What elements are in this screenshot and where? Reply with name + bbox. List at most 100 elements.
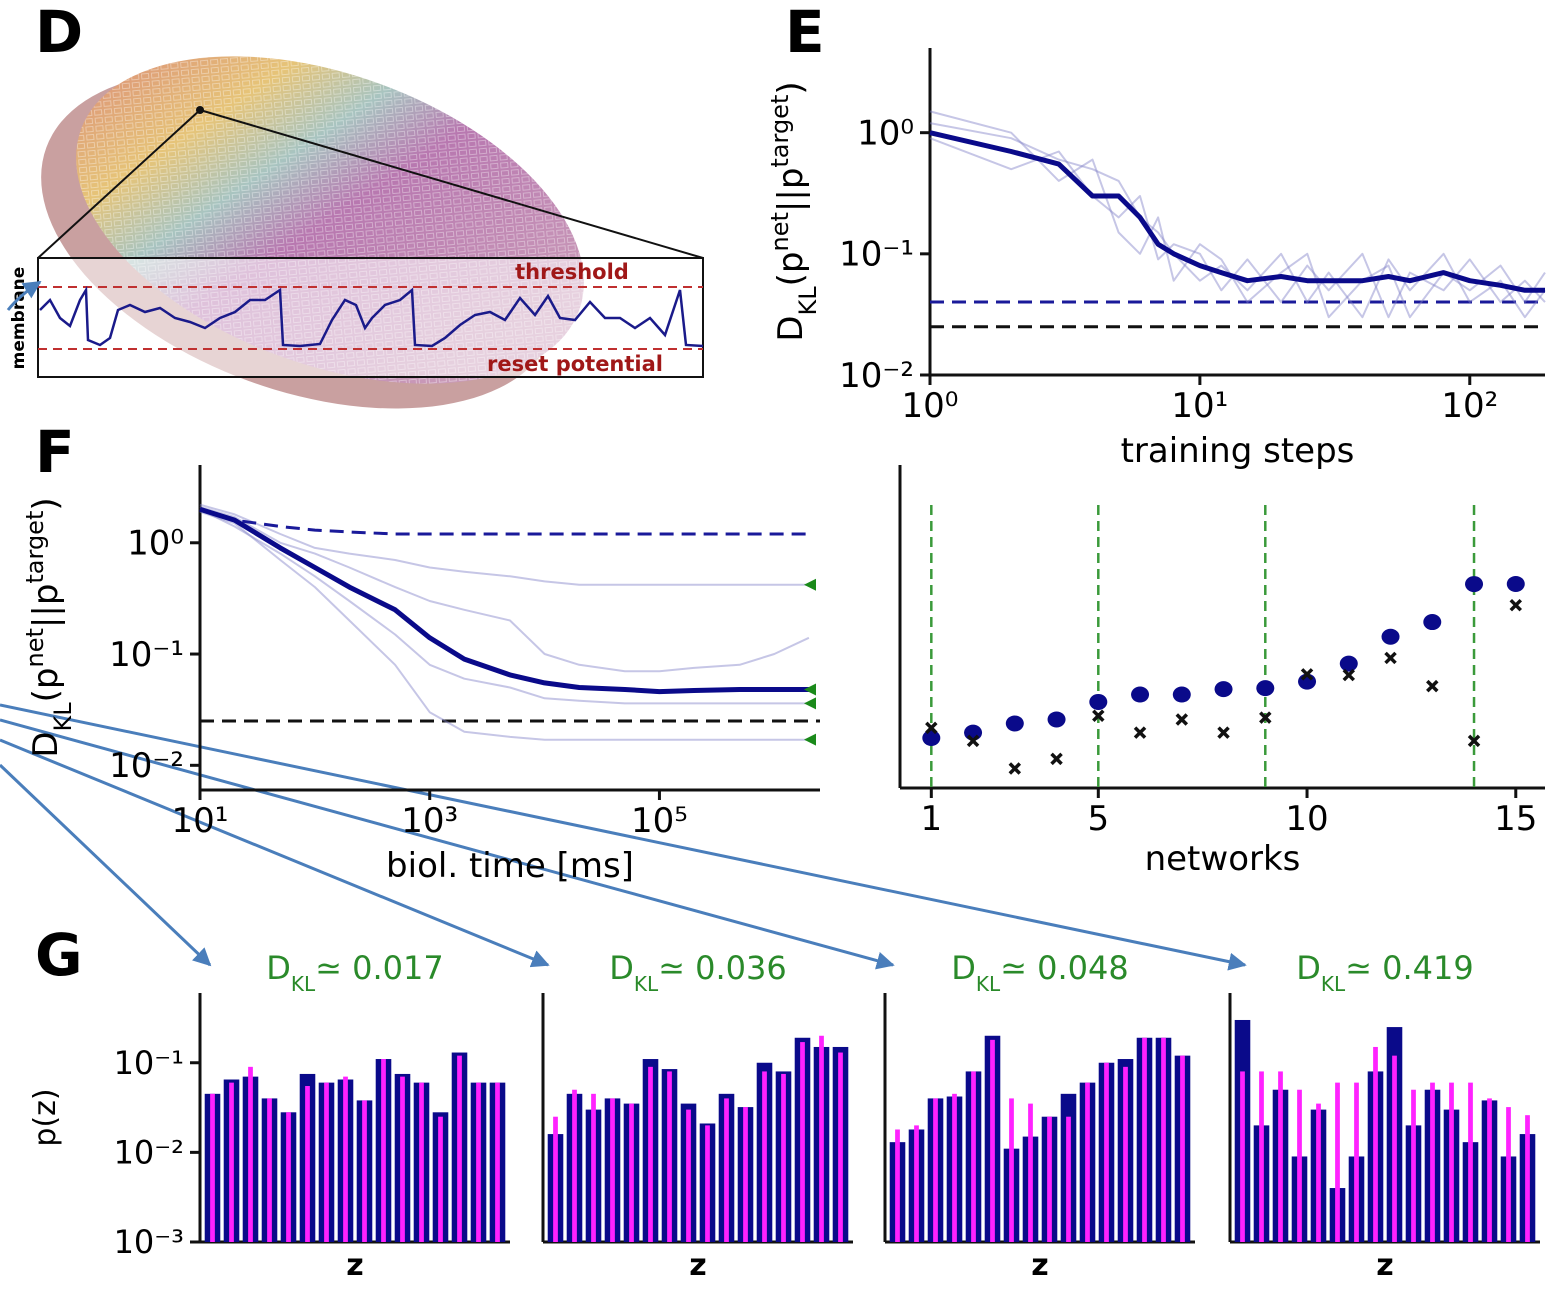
x-tick-label: 5 bbox=[1087, 799, 1109, 839]
point bbox=[1092, 709, 1105, 723]
x-tick-label: 10¹ bbox=[1171, 386, 1228, 426]
x-axis-label: z bbox=[1031, 1248, 1048, 1283]
point bbox=[922, 729, 941, 746]
point bbox=[1217, 726, 1230, 739]
bar bbox=[629, 1103, 634, 1242]
chart: z DKL≃ 0.048 bbox=[883, 949, 1195, 1283]
x-tick-label: 10¹ bbox=[172, 801, 229, 841]
bar bbox=[1354, 1082, 1359, 1242]
bar bbox=[895, 1129, 900, 1242]
point bbox=[1381, 628, 1400, 645]
label-part: ) bbox=[771, 81, 811, 94]
point bbox=[1256, 680, 1275, 697]
series-line bbox=[929, 137, 1546, 319]
y-axis-label: DKL(pnet||ptarget) bbox=[21, 497, 77, 757]
marker-triangle bbox=[804, 697, 816, 710]
chart-title: DKL≃ 0.017 bbox=[266, 949, 444, 996]
y-tick-label: 10⁻³ bbox=[114, 1223, 184, 1261]
bar bbox=[781, 1073, 786, 1242]
reset-label: reset potential bbox=[487, 352, 663, 376]
bar bbox=[210, 1093, 215, 1242]
point bbox=[1050, 752, 1063, 766]
y-tick-label: 10⁻¹ bbox=[109, 635, 184, 675]
y-tick-label: 10⁻² bbox=[109, 746, 184, 786]
point bbox=[1214, 681, 1233, 698]
bar bbox=[1373, 1046, 1378, 1242]
label-part: (p bbox=[771, 251, 811, 286]
series-line bbox=[199, 507, 809, 536]
bar bbox=[971, 1071, 976, 1242]
bar bbox=[343, 1076, 348, 1242]
point bbox=[1133, 726, 1147, 739]
point bbox=[1423, 614, 1442, 631]
title-part: ≃ 0.419 bbox=[1345, 949, 1474, 987]
bar bbox=[1411, 1089, 1416, 1242]
bar bbox=[1161, 1037, 1166, 1242]
point bbox=[1509, 598, 1523, 612]
label-part: ||p bbox=[771, 168, 811, 213]
point bbox=[1131, 686, 1150, 703]
point bbox=[1300, 668, 1314, 681]
point bbox=[1089, 693, 1108, 710]
chart-title: DKL≃ 0.419 bbox=[1296, 949, 1474, 996]
point bbox=[925, 721, 938, 735]
bar bbox=[305, 1086, 310, 1242]
y-tick-label: 10⁰ bbox=[857, 114, 914, 154]
label-part: target bbox=[21, 511, 49, 584]
point bbox=[1465, 576, 1484, 593]
x-axis-label: z bbox=[689, 1248, 706, 1283]
x-tick-label: 10² bbox=[1441, 386, 1498, 426]
x-tick-label: 10³ bbox=[401, 801, 458, 841]
label-part: net bbox=[21, 628, 49, 667]
series-line bbox=[199, 505, 810, 673]
y-axis-label: p(z) bbox=[28, 1088, 63, 1146]
bar bbox=[1085, 1082, 1090, 1242]
label-part: (p bbox=[26, 667, 66, 702]
bar bbox=[381, 1059, 386, 1242]
label-part: KL bbox=[794, 286, 822, 316]
callout-arrows bbox=[0, 280, 1247, 971]
bar bbox=[933, 1098, 938, 1242]
point bbox=[1259, 711, 1272, 724]
bar bbox=[1047, 1116, 1052, 1242]
label-part: D bbox=[26, 731, 66, 757]
trace-y-label: membrane bbox=[9, 267, 29, 370]
series-line bbox=[199, 508, 809, 705]
title-part: KL bbox=[291, 972, 316, 996]
bar bbox=[1104, 1062, 1109, 1242]
bar bbox=[1487, 1098, 1492, 1242]
label-part: ) bbox=[26, 497, 66, 510]
point bbox=[1175, 713, 1189, 726]
x-axis-label: biol. time [ms] bbox=[386, 846, 634, 886]
bar bbox=[1525, 1115, 1530, 1242]
x-axis-label: training steps bbox=[1121, 431, 1355, 471]
series-line bbox=[199, 510, 809, 741]
bar bbox=[1240, 1071, 1245, 1242]
point bbox=[1342, 668, 1356, 682]
threshold-label: threshold bbox=[515, 260, 629, 284]
title-part: ≃ 0.017 bbox=[315, 949, 444, 987]
bar bbox=[553, 1116, 558, 1242]
point bbox=[964, 724, 983, 741]
bar bbox=[1468, 1082, 1473, 1242]
wafer-illustration bbox=[37, 56, 704, 409]
panel-label: E bbox=[785, 0, 825, 66]
point bbox=[1384, 651, 1397, 665]
bar bbox=[476, 1082, 481, 1242]
y-tick-label: 10⁻¹ bbox=[839, 235, 914, 275]
label-part: ||p bbox=[26, 584, 66, 629]
bar bbox=[1009, 1098, 1014, 1242]
point bbox=[1467, 734, 1481, 748]
bar bbox=[495, 1082, 500, 1242]
panel-label: D bbox=[35, 0, 83, 66]
point bbox=[1047, 711, 1066, 728]
bar bbox=[990, 1039, 995, 1242]
bar bbox=[1392, 1055, 1397, 1242]
bar bbox=[667, 1071, 672, 1242]
chart: 10⁻¹ 10⁻² 10⁻³ z p(z) G DKL≃ 0.017 bbox=[28, 921, 510, 1283]
bar bbox=[800, 1042, 805, 1242]
label-part: target bbox=[766, 95, 794, 168]
